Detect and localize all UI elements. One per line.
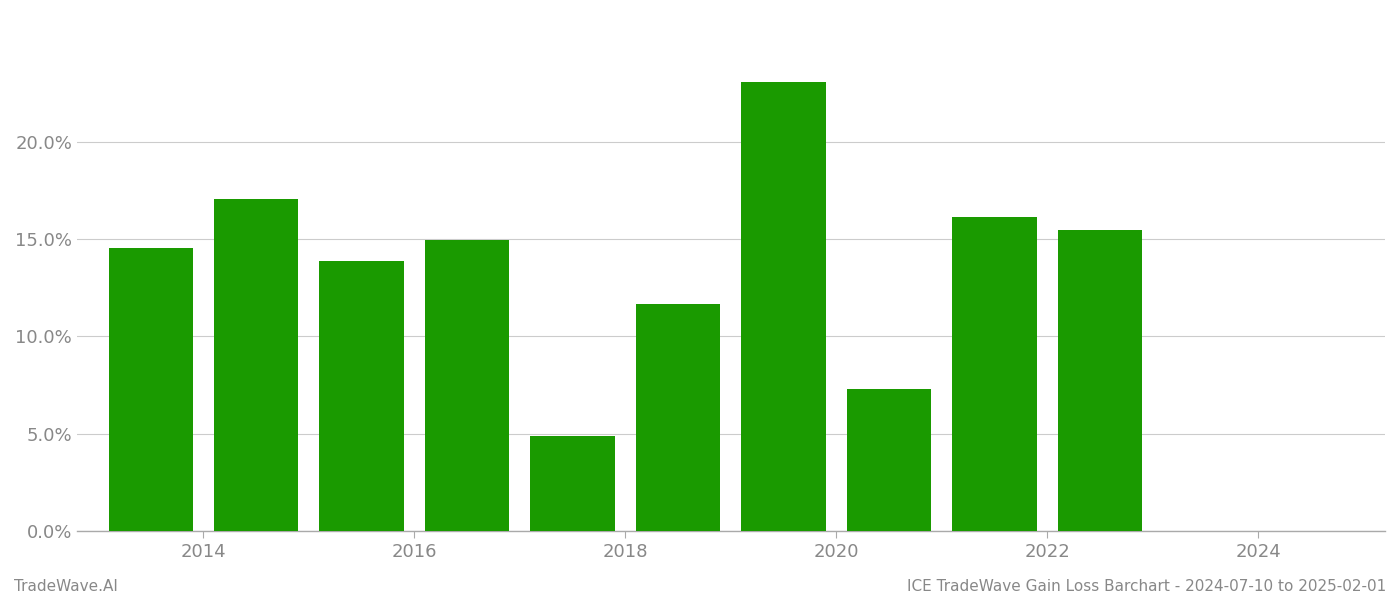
Bar bbox=[636, 304, 721, 531]
Bar bbox=[319, 262, 403, 531]
Bar bbox=[742, 82, 826, 531]
Text: TradeWave.AI: TradeWave.AI bbox=[14, 579, 118, 594]
Bar bbox=[531, 436, 615, 531]
Text: ICE TradeWave Gain Loss Barchart - 2024-07-10 to 2025-02-01: ICE TradeWave Gain Loss Barchart - 2024-… bbox=[907, 579, 1386, 594]
Bar bbox=[1058, 230, 1142, 531]
Bar bbox=[426, 240, 510, 531]
Bar bbox=[109, 248, 193, 531]
Bar bbox=[952, 217, 1037, 531]
Bar bbox=[847, 389, 931, 531]
Bar bbox=[214, 199, 298, 531]
